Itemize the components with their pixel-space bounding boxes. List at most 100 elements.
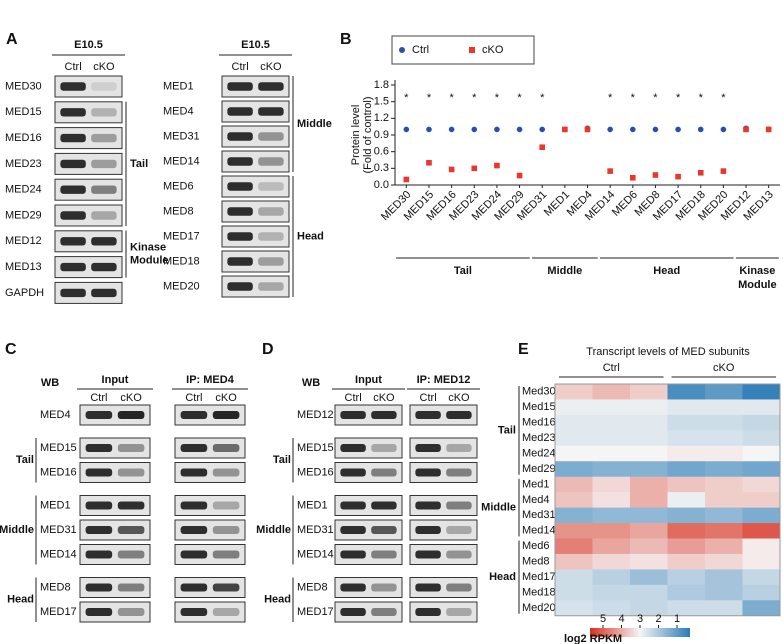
band [85,411,113,419]
lane-label: Ctrl [185,392,202,404]
band [60,262,86,272]
band [212,526,240,534]
blot-header: E10.5 [74,39,103,51]
blot [334,495,403,516]
band [227,107,253,116]
row-label: MED16 [297,466,334,478]
heatmap-cell [555,492,593,508]
heatmap-cell [705,600,743,617]
data-point [539,126,546,133]
heatmap-cell [630,461,668,477]
row-label: MED31 [40,524,77,536]
band [91,185,117,194]
blot [334,519,403,541]
y-tick-label: 1.5 [374,96,389,108]
significance: * [404,92,409,104]
band [446,526,472,534]
heatmap-cell [592,538,631,555]
blot [221,225,290,248]
y-tick-label: 0.6 [374,146,389,158]
data-point [471,126,478,133]
band [446,550,472,559]
row-label: Med24 [522,447,556,459]
colorbar-tick-label: 5 [600,613,606,625]
band [60,288,86,298]
data-point [516,126,523,133]
heatmap-cell [742,584,781,601]
heatmap-cell [555,553,593,570]
band [371,444,397,452]
group-label: Head [7,594,34,606]
band [371,550,397,559]
band [180,608,208,616]
heatmap-cell [705,538,743,555]
lane-label: cKO [120,392,142,404]
row-label: Med6 [522,540,550,552]
band [85,550,113,559]
band [212,411,240,419]
band [180,550,208,559]
band [258,282,284,291]
blot [174,404,246,426]
heatmap-cell [667,584,706,601]
heatmap-cell [667,476,706,493]
blot [409,577,478,598]
blot [221,150,290,173]
band [446,583,472,592]
data-point [675,126,681,133]
band [180,468,208,477]
blot [54,281,123,304]
heatmap-cell [555,523,593,539]
band [85,444,113,452]
blot [334,577,403,598]
data-point [652,126,659,133]
band [212,501,240,510]
row-label: MED15 [40,442,77,454]
band [415,444,441,452]
data-point [448,126,455,133]
blot [79,601,151,623]
row-label: Med15 [522,401,556,413]
blot [334,462,403,483]
data-point [516,172,523,179]
heatmap-cell [630,492,668,508]
blot [221,275,290,298]
y-tick-label: 1.2 [374,112,389,124]
group-label: Middle [256,524,291,536]
row-label: Med20 [522,602,556,614]
lane-label: Ctrl [232,61,249,73]
legend-box [391,35,535,65]
heatmap-cell [705,461,743,477]
row-label: Med17 [522,571,556,583]
row-label: MED1 [163,80,194,92]
heatmap-cell [592,553,631,570]
group-label: Head [264,594,291,606]
blot [79,437,151,459]
blot [79,462,151,483]
data-point [652,172,659,178]
legend-marker [399,47,405,53]
heatmap-cell [705,399,743,416]
group-label: Middle [0,524,34,536]
band [371,526,397,534]
heatmap-cell [592,507,631,524]
row-label: Med4 [522,494,550,506]
band [91,211,117,220]
blot [334,544,403,565]
y-axis-label: (Fold of control) [362,96,374,173]
data-point [607,168,613,174]
band [180,411,208,419]
heatmap-cell [592,399,631,416]
band [258,257,284,266]
band [180,583,208,592]
row-label: MED23 [5,158,42,170]
data-point [494,162,500,169]
heatmap-cell [555,399,593,416]
heatmap-cell [742,553,781,570]
blot [174,577,246,598]
band [415,583,441,592]
band [340,583,366,592]
heatmap-cell [667,600,706,617]
row-label: MED31 [163,130,200,142]
